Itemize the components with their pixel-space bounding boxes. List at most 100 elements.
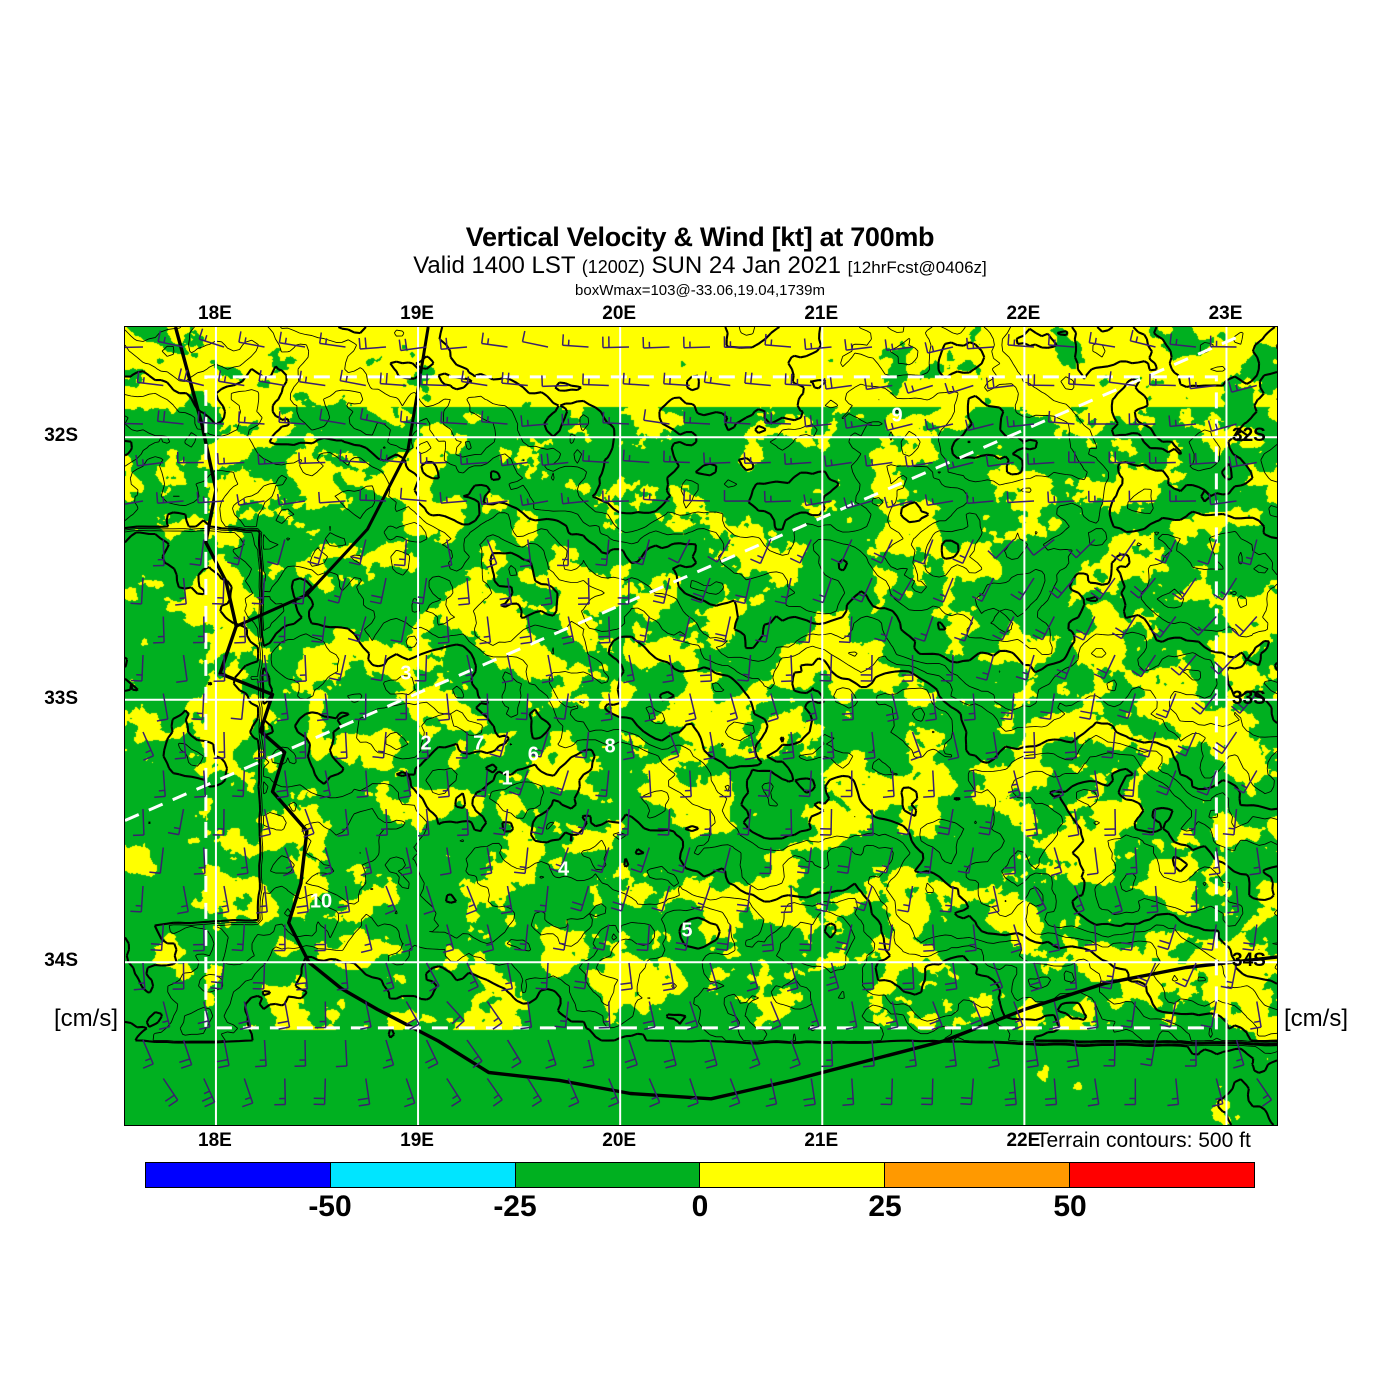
wind-barb bbox=[923, 770, 935, 798]
wind-barb bbox=[1117, 693, 1137, 720]
colorbar-segment-yellow bbox=[699, 1163, 885, 1187]
wind-barb bbox=[276, 770, 289, 799]
wind-barb bbox=[808, 1001, 820, 1031]
wind-barb bbox=[369, 577, 387, 605]
wind-barb bbox=[853, 885, 873, 912]
ytick-right-33S: 33S bbox=[1232, 687, 1266, 709]
map-plot-area[interactable]: 1 2 3 4 5 6 7 8 9 10 bbox=[124, 326, 1278, 1126]
wind-barb bbox=[1220, 962, 1238, 990]
station-marker-7[interactable]: 7 bbox=[473, 732, 485, 755]
terrain-contour-level-11 bbox=[1119, 872, 1137, 893]
wind-barb bbox=[789, 539, 812, 564]
wind-barb bbox=[954, 616, 975, 642]
station-marker-8[interactable]: 8 bbox=[604, 735, 616, 758]
wind-barb bbox=[210, 962, 225, 990]
wind-barb bbox=[774, 577, 792, 605]
wind-barb bbox=[1066, 1039, 1080, 1069]
terrain-contour-level-0 bbox=[125, 327, 1277, 1125]
wind-barb bbox=[1006, 491, 1035, 504]
wind-barb bbox=[337, 808, 350, 837]
wind-barb bbox=[1197, 539, 1218, 565]
wind-barb bbox=[883, 419, 913, 432]
wind-barb bbox=[535, 962, 549, 990]
terrain-contours bbox=[125, 327, 1277, 1125]
wind-barb bbox=[835, 924, 853, 951]
wind-barb bbox=[767, 693, 779, 723]
wind-barb bbox=[598, 616, 611, 644]
wind-barb bbox=[1155, 693, 1177, 719]
wind-barb bbox=[843, 497, 873, 509]
wind-barb bbox=[466, 962, 479, 992]
station-marker-6[interactable]: 6 bbox=[527, 743, 539, 766]
station-marker-9[interactable]: 9 bbox=[891, 404, 903, 427]
wind-barb bbox=[616, 808, 630, 836]
station-marker-2[interactable]: 2 bbox=[420, 732, 432, 755]
wind-barb bbox=[1068, 372, 1095, 387]
wind-barb bbox=[194, 770, 207, 798]
wind-barb bbox=[193, 847, 206, 875]
colorbar-tick-25: 25 bbox=[868, 1190, 902, 1223]
wind-barb bbox=[970, 1001, 984, 1031]
forecast-lead-label: [12hrFcst@0406z] bbox=[847, 258, 987, 277]
wind-barb bbox=[750, 539, 772, 565]
wind-barb bbox=[1175, 962, 1197, 988]
wind-barb bbox=[757, 770, 772, 798]
wind-barb bbox=[515, 693, 529, 721]
wind-barb bbox=[552, 924, 570, 951]
wind-barb bbox=[238, 1001, 252, 1031]
wind-barb bbox=[1007, 770, 1021, 800]
wind-barb bbox=[823, 455, 852, 468]
wind-barb bbox=[761, 924, 775, 953]
wind-barb bbox=[1111, 539, 1136, 562]
wind-barb bbox=[519, 616, 533, 645]
wind-barb bbox=[395, 693, 408, 721]
wind-barb bbox=[591, 847, 610, 874]
wind-barb bbox=[519, 539, 532, 568]
wind-barb bbox=[359, 489, 387, 502]
wind-barb bbox=[830, 539, 853, 564]
wind-barb bbox=[803, 415, 832, 428]
wind-barb bbox=[360, 847, 373, 877]
wind-barb bbox=[582, 1039, 595, 1069]
terrain-contour-level-10 bbox=[1075, 788, 1277, 970]
wind-barb bbox=[703, 371, 731, 387]
wind-barb bbox=[1188, 377, 1217, 390]
wind-barb bbox=[177, 368, 204, 387]
station-marker-3[interactable]: 3 bbox=[400, 662, 412, 684]
wind-barb bbox=[1124, 1078, 1137, 1106]
chart-title-block: Vertical Velocity & Wind [kt] at 700mb V… bbox=[0, 222, 1400, 300]
wind-barb bbox=[1167, 1078, 1180, 1107]
station-marker-5[interactable]: 5 bbox=[681, 919, 693, 942]
wind-barb bbox=[1023, 731, 1036, 760]
wind-barb bbox=[939, 885, 954, 913]
wind-barb bbox=[401, 924, 413, 954]
wind-barb bbox=[382, 1039, 395, 1069]
wind-barb bbox=[348, 539, 367, 566]
wind-barb bbox=[273, 616, 286, 644]
wind-barb bbox=[851, 577, 873, 603]
wind-barb bbox=[623, 654, 635, 684]
wind-barb bbox=[292, 577, 306, 605]
wind-barb bbox=[335, 731, 348, 760]
wind-barb bbox=[1191, 693, 1217, 715]
wind-barb bbox=[901, 654, 914, 682]
wind-barb bbox=[437, 616, 450, 645]
wind-barb bbox=[1159, 1001, 1177, 1028]
wind-barb bbox=[1170, 654, 1197, 676]
wind-barb bbox=[399, 487, 427, 502]
wind-barb bbox=[461, 654, 474, 684]
wind-barb bbox=[189, 539, 205, 567]
wind-barb bbox=[1208, 847, 1221, 876]
wind-barb bbox=[548, 847, 570, 873]
station-marker-10[interactable]: 10 bbox=[309, 890, 333, 913]
station-marker-4[interactable]: 4 bbox=[558, 858, 570, 881]
wind-barb bbox=[674, 924, 691, 951]
units-label-right: [cm/s] bbox=[1284, 1005, 1348, 1032]
ytick-left-34S: 34S bbox=[44, 950, 78, 972]
station-marker-1[interactable]: 1 bbox=[501, 767, 513, 789]
wind-barb bbox=[737, 808, 752, 836]
wind-barb bbox=[1007, 334, 1035, 348]
wind-barb bbox=[174, 731, 187, 760]
wind-barb bbox=[459, 453, 488, 466]
wind-barb bbox=[1121, 770, 1137, 798]
